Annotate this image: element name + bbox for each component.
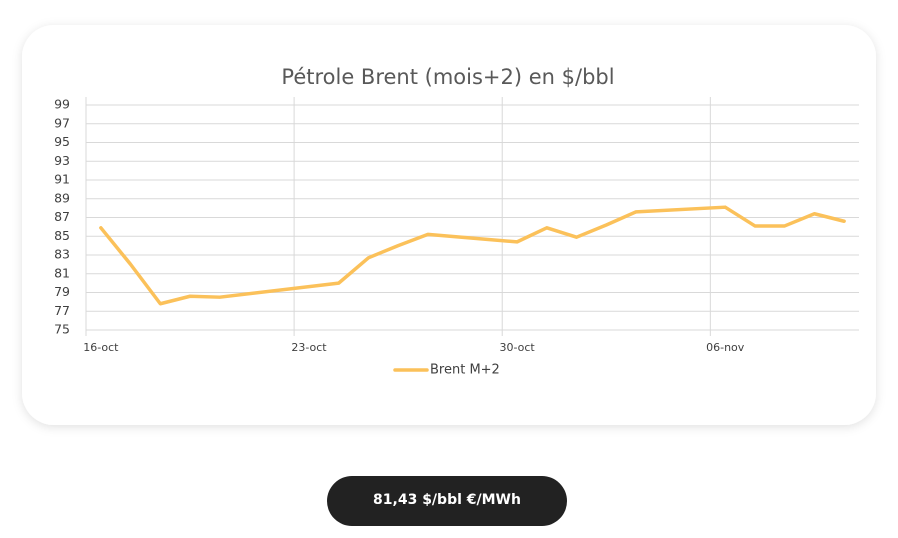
y-tick-label: 83 (54, 247, 70, 262)
y-tick-label: 91 (54, 172, 70, 187)
y-tick-label: 97 (54, 115, 70, 130)
legend-label: Brent M+2 (430, 363, 500, 378)
y-tick-label: 77 (54, 303, 70, 318)
data-line (99, 205, 846, 306)
x-tick-label: 30-oct (499, 341, 535, 354)
y-tick-label: 79 (54, 284, 70, 299)
y-tick-label: 99 (54, 97, 70, 112)
y-tick-label: 87 (54, 209, 70, 224)
y-tick-label: 81 (54, 265, 70, 280)
button-background[interactable] (327, 476, 567, 526)
chart-title: Pétrole Brent (mois+2) en $/bbl (281, 65, 614, 89)
x-tick-label: 23-oct (291, 341, 327, 354)
y-tick-label: 85 (54, 228, 70, 243)
y-tick-label: 75 (54, 322, 70, 337)
y-tick-label: 89 (54, 190, 70, 205)
chart-card (22, 25, 876, 425)
button[interactable]: 81,43 $/bbl €/MWh (327, 476, 567, 526)
y-tick-label: 95 (54, 134, 70, 149)
plot: 75 77 79 81 83 85 87 89 91 93 95 97 99 16-oct 23-oct 30… (54, 97, 859, 378)
x-tick-label: 16-oct (83, 341, 119, 354)
button-label[interactable]: 81,43 $/bbl €/MWh (373, 492, 521, 508)
y-tick-label: 93 (54, 153, 70, 168)
x-tick-label: 06-nov (706, 341, 745, 354)
